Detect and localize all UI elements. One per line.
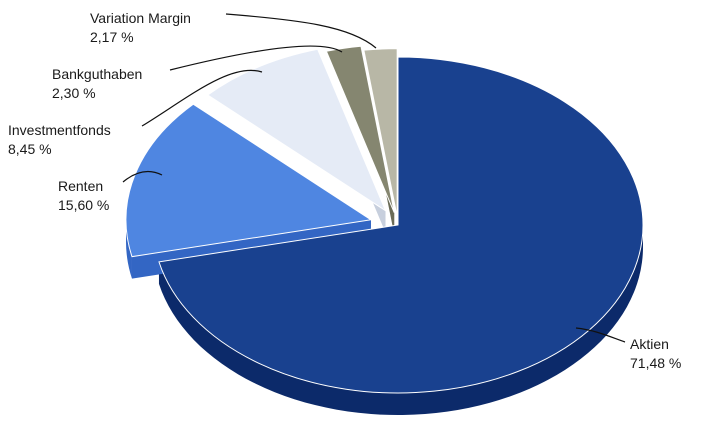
slice-renten [125, 103, 373, 258]
value-aktien: 71,48 % [630, 355, 681, 371]
value-variation-margin: 2,17 % [90, 29, 134, 45]
slice-variation-margin [363, 48, 398, 217]
label-variation-margin: Variation Margin [90, 10, 191, 26]
slice-bankguthaben [325, 45, 395, 213]
value-renten: 15,60 % [58, 197, 109, 213]
leader-line-bankguthaben [169, 45, 343, 71]
label-renten: Renten [58, 178, 103, 194]
label-investmentfonds: Investmentfonds [8, 122, 111, 138]
pie-labels: Variation Margin 2,17 % Bankguthaben 2,3… [8, 10, 681, 371]
value-investmentfonds: 8,45 % [8, 141, 52, 157]
slice-side-renten [126, 219, 132, 279]
label-bankguthaben: Bankguthaben [52, 66, 142, 82]
leader-line-variation-margin [225, 13, 377, 49]
leader-line-renten [122, 170, 163, 183]
leader-line-investmentfonds [141, 69, 263, 127]
leader-line-aktien [575, 327, 626, 343]
pie-slices [125, 45, 644, 416]
value-bankguthaben: 2,30 % [52, 85, 96, 101]
slice-investmentfonds [206, 48, 387, 212]
label-aktien: Aktien [630, 336, 669, 352]
